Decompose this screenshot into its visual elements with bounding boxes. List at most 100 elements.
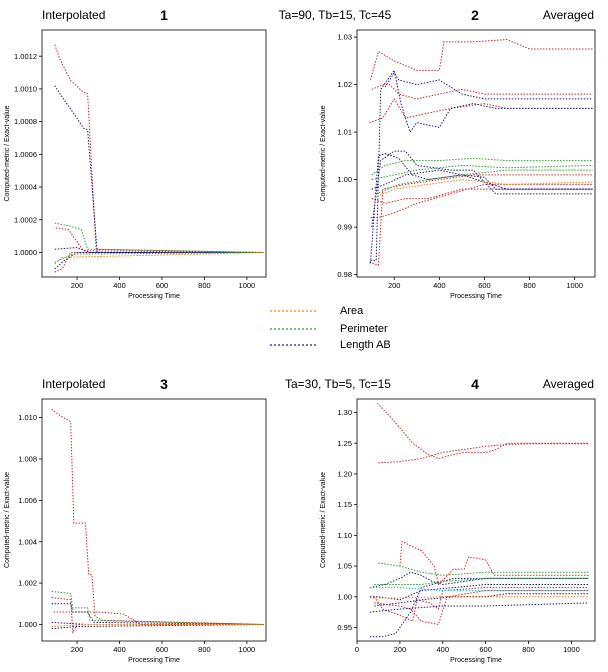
series-line-4 <box>54 85 264 253</box>
panel-1-plot: 200 400 600 800 1000 1.0000 1.0002 1.0004 1.0006… <box>4 29 267 300</box>
series-line-4 <box>370 183 593 219</box>
series-line-10 <box>378 562 589 576</box>
series-line-13 <box>371 164 593 181</box>
x-tick-label: 600 <box>478 281 491 290</box>
x-tick-label: 200 <box>394 645 407 654</box>
series-line-2 <box>378 443 589 464</box>
x-tick-label: 0 <box>355 645 359 654</box>
legend-label-area: Area <box>340 305 364 317</box>
panel-4-plot: 0 200 400 600 800 1000 0.95 1.00 1.05 1.10 1.15 1.2… <box>320 398 596 664</box>
series-line-8 <box>54 252 264 263</box>
series-line-2 <box>55 227 264 253</box>
panel-2-plot: 200 400 600 800 1000 0.98 0.99 1.00 1.01 1.02 1.03… <box>320 29 596 300</box>
plot-frame <box>41 398 267 642</box>
x-tick-label: 1000 <box>239 645 256 654</box>
y-tick-label: 1.008 <box>18 455 37 464</box>
x-tick-label: 600 <box>156 281 169 290</box>
y-tick-label: 0.98 <box>337 270 352 279</box>
panel-1-title: 1 <box>160 7 168 23</box>
top-params-label: Ta=90, Tb=15, Tc=45 <box>279 8 392 22</box>
panel-4-subtitle: Averaged <box>543 377 594 391</box>
series-line-8 <box>370 153 593 263</box>
series-line-3 <box>54 252 264 273</box>
series-line-4 <box>373 587 589 622</box>
x-tick-label: 1000 <box>566 281 583 290</box>
legend: Area Perimeter Length AB <box>270 305 391 351</box>
series-line-7 <box>54 222 264 253</box>
series-line-12 <box>371 157 593 176</box>
y-tick-label: 1.03 <box>337 33 352 42</box>
x-tick-label: 800 <box>523 281 536 290</box>
panel-4-title: 4 <box>471 376 479 392</box>
series-line-1 <box>370 39 593 81</box>
y-tick-label: 1.010 <box>18 413 37 422</box>
series-line-5 <box>51 603 264 625</box>
series-line-2 <box>51 597 264 634</box>
y-tick-label: 1.0012 <box>14 52 37 61</box>
y-tick-label: 1.25 <box>337 439 352 448</box>
y-tick-label: 1.0010 <box>14 84 37 93</box>
y-tick-label: 1.000 <box>18 620 37 629</box>
x-axis-label: Processing Time <box>128 657 180 664</box>
y-tick-label: 1.20 <box>337 470 352 479</box>
series-line-11 <box>374 577 589 585</box>
series-line-1 <box>377 402 589 460</box>
panel-2-title: 2 <box>471 7 479 23</box>
series-line-12 <box>369 587 589 592</box>
y-tick-label: 1.0006 <box>14 150 37 159</box>
y-tick-label: 1.10 <box>337 531 352 540</box>
y-tick-label: 0.95 <box>337 623 352 632</box>
y-axis-label: Computed-metric / Exact-value <box>320 105 327 201</box>
y-tick-label: 1.01 <box>337 128 352 137</box>
series-line-2 <box>371 84 593 100</box>
x-tick-label: 400 <box>113 281 126 290</box>
bottom-params-label: Ta=30, Tb=5, Tc=15 <box>285 377 391 391</box>
x-tick-label: 600 <box>156 645 169 654</box>
series-line-1 <box>54 44 264 253</box>
plot-frame <box>356 29 596 278</box>
series-line-3 <box>53 611 264 625</box>
series-line-11 <box>384 72 593 100</box>
x-tick-label: 400 <box>437 645 450 654</box>
legend-label-perimeter: Perimeter <box>340 323 388 335</box>
x-tick-label: 200 <box>388 281 401 290</box>
series-line-5 <box>374 590 589 625</box>
series-line-9 <box>371 150 593 228</box>
panel-1-subtitle: Interpolated <box>42 8 105 22</box>
x-tick-label: 1000 <box>563 645 580 654</box>
series-line-7 <box>51 624 264 630</box>
series-line-4 <box>51 590 264 625</box>
x-tick-label: 1000 <box>239 281 256 290</box>
series-line-8 <box>51 624 264 627</box>
y-tick-label: 1.004 <box>18 537 37 546</box>
y-axis-label: Computed-metric / Exact-value <box>320 472 327 568</box>
x-tick-label: 200 <box>71 645 84 654</box>
series-line-9 <box>54 252 264 265</box>
y-tick-label: 1.0004 <box>14 183 37 192</box>
series-line-8 <box>369 584 589 601</box>
y-tick-label: 1.00 <box>337 592 352 601</box>
series-line-1 <box>51 408 264 625</box>
y-tick-label: 1.00 <box>337 175 352 184</box>
y-tick-label: 1.05 <box>337 562 352 571</box>
y-tick-label: 1.0000 <box>14 248 37 257</box>
series-line-3 <box>369 98 593 124</box>
series-line-5 <box>369 174 593 266</box>
x-tick-label: 200 <box>71 281 84 290</box>
series-line-14 <box>376 169 593 195</box>
plot-frame <box>41 29 267 278</box>
series-line-7 <box>370 69 593 261</box>
series-line-10 <box>371 169 593 190</box>
x-tick-label: 400 <box>113 645 126 654</box>
y-axis-label: Computed-metric / Exact-value <box>4 472 11 568</box>
y-tick-label: 1.006 <box>18 496 37 505</box>
y-tick-label: 1.0008 <box>14 117 37 126</box>
x-axis-label: Processing Time <box>450 293 502 300</box>
series-line-15 <box>371 179 593 200</box>
series-line-6 <box>371 188 593 204</box>
y-tick-label: 1.30 <box>337 408 352 417</box>
series-line-6 <box>54 247 264 253</box>
x-tick-label: 400 <box>433 281 446 290</box>
legend-label-length-ab: Length AB <box>340 339 391 351</box>
x-tick-label: 800 <box>522 645 535 654</box>
